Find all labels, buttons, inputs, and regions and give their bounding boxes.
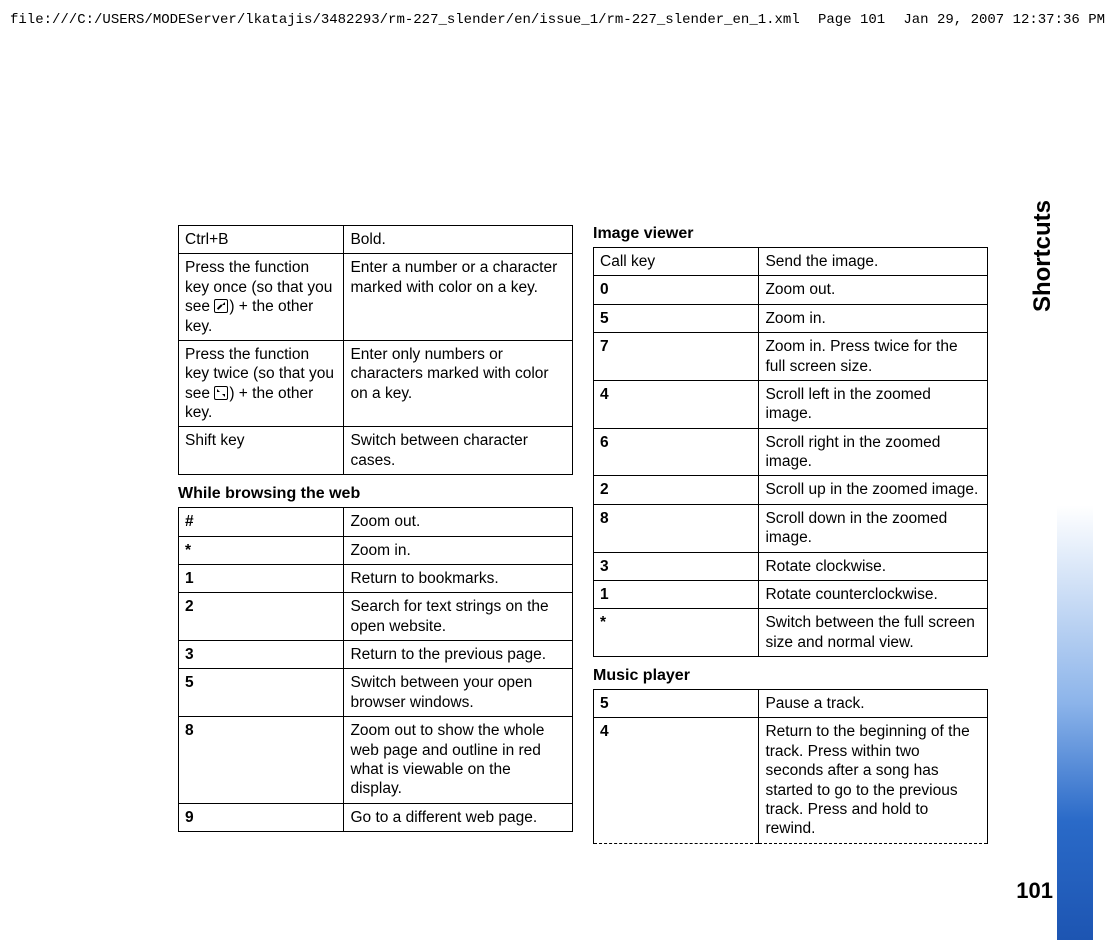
table-row: *Switch between the full screen size and…	[594, 609, 988, 657]
table-row: Press the function key twice (so that yo…	[179, 340, 573, 427]
table-row: Ctrl+B Bold.	[179, 226, 573, 254]
table-row: 9Go to a different web page.	[179, 803, 573, 831]
shortcut-value: Zoom in. Press twice for the full screen…	[759, 333, 988, 381]
shortcut-key: 9	[179, 803, 344, 831]
section-title-image-viewer: Image viewer	[593, 225, 988, 243]
table-row: 7Zoom in. Press twice for the full scree…	[594, 333, 988, 381]
shortcut-value: Scroll up in the zoomed image.	[759, 476, 988, 504]
header-path: file:///C:/USERS/MODEServer/lkatajis/348…	[10, 12, 800, 28]
left-column: Ctrl+B Bold. Press the function key once…	[178, 225, 573, 844]
table-row: Call keySend the image.	[594, 248, 988, 276]
shortcut-value: Pause a track.	[759, 690, 988, 718]
shortcut-key: *	[594, 609, 759, 657]
page-number: 101	[1016, 878, 1053, 904]
shortcut-key: 1	[594, 580, 759, 608]
shortcut-value: Switch between character cases.	[344, 427, 573, 475]
shortcut-value: Scroll down in the zoomed image.	[759, 504, 988, 552]
shortcut-value: Zoom out.	[344, 508, 573, 536]
shortcut-key: Ctrl+B	[179, 226, 344, 254]
header-page: Page 101	[818, 12, 885, 28]
table-row: 3Return to the previous page.	[179, 641, 573, 669]
shortcut-value: Enter a number or a character marked wit…	[344, 254, 573, 341]
side-gradient-strip	[1057, 150, 1093, 940]
table-row: 1Rotate counterclockwise.	[594, 580, 988, 608]
shortcut-value: Search for text strings on the open webs…	[344, 593, 573, 641]
table-row: 2Scroll up in the zoomed image.	[594, 476, 988, 504]
shortcut-value: Enter only numbers or characters marked …	[344, 340, 573, 427]
shortcut-value: Return to the beginning of the track. Pr…	[759, 718, 988, 843]
shortcut-key: 6	[594, 428, 759, 476]
shortcut-key: 3	[179, 641, 344, 669]
shortcut-key: 8	[179, 717, 344, 804]
shortcut-key: 3	[594, 552, 759, 580]
shortcut-key: 4	[594, 380, 759, 428]
shortcut-key: 2	[594, 476, 759, 504]
shortcut-value: Return to bookmarks.	[344, 564, 573, 592]
shortcut-key: Call key	[594, 248, 759, 276]
side-section-label: Shortcuts	[1029, 200, 1057, 312]
shortcut-key: 7	[594, 333, 759, 381]
shortcut-key: 5	[594, 304, 759, 332]
table-row: 5Switch between your open browser window…	[179, 669, 573, 717]
text-editing-table: Ctrl+B Bold. Press the function key once…	[178, 225, 573, 475]
table-row: #Zoom out.	[179, 508, 573, 536]
shortcut-value: Zoom out.	[759, 276, 988, 304]
shortcut-key: 1	[179, 564, 344, 592]
function-key-icon	[214, 299, 228, 313]
table-row: 3Rotate clockwise.	[594, 552, 988, 580]
section-title-browsing: While browsing the web	[178, 485, 573, 503]
music-player-table: 5Pause a track.4Return to the beginning …	[593, 689, 988, 844]
shortcut-value: Zoom out to show the whole web page and …	[344, 717, 573, 804]
table-row: 0Zoom out.	[594, 276, 988, 304]
table-row: 5Zoom in.	[594, 304, 988, 332]
table-row: 4Scroll left in the zoomed image.	[594, 380, 988, 428]
table-row: 5Pause a track.	[594, 690, 988, 718]
print-header: file:///C:/USERS/MODEServer/lkatajis/348…	[10, 12, 1105, 28]
shortcut-value: Switch between the full screen size and …	[759, 609, 988, 657]
content-area: Ctrl+B Bold. Press the function key once…	[178, 225, 988, 844]
shortcut-value: Send the image.	[759, 248, 988, 276]
right-column: Image viewer Call keySend the image.0Zoo…	[593, 225, 988, 844]
shortcut-key: *	[179, 536, 344, 564]
shortcut-key: #	[179, 508, 344, 536]
shortcut-value: Go to a different web page.	[344, 803, 573, 831]
shortcut-key: 8	[594, 504, 759, 552]
shortcut-value: Rotate counterclockwise.	[759, 580, 988, 608]
table-row: 8Zoom out to show the whole web page and…	[179, 717, 573, 804]
table-row: Shift key Switch between character cases…	[179, 427, 573, 475]
image-viewer-table: Call keySend the image.0Zoom out.5Zoom i…	[593, 247, 988, 657]
function-key-double-icon	[214, 386, 228, 400]
shortcut-value: Zoom in.	[759, 304, 988, 332]
header-datetime: Jan 29, 2007 12:37:36 PM	[903, 12, 1105, 28]
table-row: 6Scroll right in the zoomed image.	[594, 428, 988, 476]
shortcut-key: 5	[594, 690, 759, 718]
shortcut-key: 2	[179, 593, 344, 641]
table-row: *Zoom in.	[179, 536, 573, 564]
table-row: 1Return to bookmarks.	[179, 564, 573, 592]
table-row: 2Search for text strings on the open web…	[179, 593, 573, 641]
shortcut-value: Scroll left in the zoomed image.	[759, 380, 988, 428]
shortcut-value: Scroll right in the zoomed image.	[759, 428, 988, 476]
shortcut-key: 5	[179, 669, 344, 717]
shortcut-value: Switch between your open browser windows…	[344, 669, 573, 717]
shortcut-key: Press the function key twice (so that yo…	[179, 340, 344, 427]
shortcut-key: 4	[594, 718, 759, 843]
shortcut-value: Return to the previous page.	[344, 641, 573, 669]
shortcut-key: Press the function key once (so that you…	[179, 254, 344, 341]
shortcut-key: 0	[594, 276, 759, 304]
table-row: 8Scroll down in the zoomed image.	[594, 504, 988, 552]
browsing-table: #Zoom out.*Zoom in.1Return to bookmarks.…	[178, 507, 573, 832]
shortcut-value: Zoom in.	[344, 536, 573, 564]
shortcut-value: Bold.	[344, 226, 573, 254]
table-row: Press the function key once (so that you…	[179, 254, 573, 341]
shortcut-key: Shift key	[179, 427, 344, 475]
section-title-music-player: Music player	[593, 667, 988, 685]
shortcut-value: Rotate clockwise.	[759, 552, 988, 580]
table-row: 4Return to the beginning of the track. P…	[594, 718, 988, 843]
